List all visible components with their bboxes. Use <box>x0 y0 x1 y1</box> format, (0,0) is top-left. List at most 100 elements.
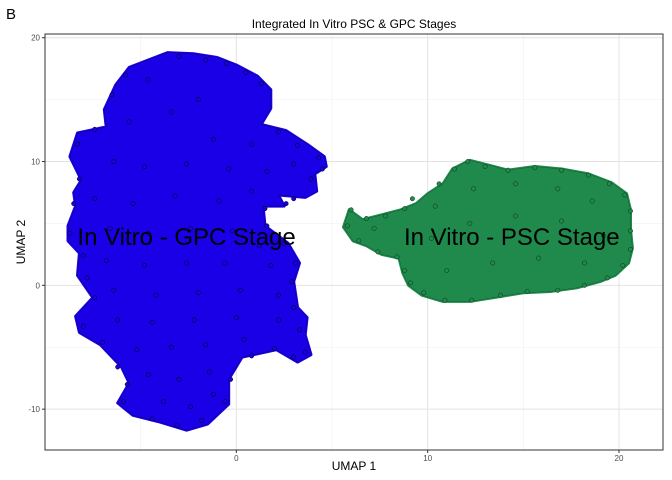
scatter-point <box>295 142 301 148</box>
scatter-point <box>111 287 117 293</box>
scatter-point <box>187 404 193 410</box>
y-tick-label: 10 <box>31 158 40 167</box>
scatter-point <box>92 126 98 132</box>
scatter-point <box>80 253 86 259</box>
scatter-point <box>402 206 408 212</box>
scatter-point <box>490 260 496 266</box>
scatter-point <box>628 228 633 234</box>
scatter-point <box>216 198 222 204</box>
scatter-point <box>348 207 354 213</box>
scatter-point <box>149 320 155 325</box>
scatter-point <box>264 223 270 229</box>
scatter-point <box>375 249 381 255</box>
scatter-point <box>291 196 297 202</box>
scatter-point <box>532 165 538 171</box>
scatter-point <box>467 220 473 226</box>
scatter-point <box>195 97 201 103</box>
scatter-point <box>226 166 232 172</box>
scatter-point <box>184 260 190 266</box>
scatter-point <box>145 372 151 377</box>
scatter-point <box>230 228 235 234</box>
scatter-point <box>513 181 519 187</box>
scatter-point <box>207 369 212 375</box>
scatter-point <box>281 240 287 246</box>
scatter-point <box>71 201 77 207</box>
scatter-point <box>444 268 450 273</box>
scatter-point <box>465 159 471 164</box>
cluster-labels: In Vitro - GPC Stage In Vitro - PSC Stage <box>77 224 619 251</box>
scatter-point <box>67 230 73 236</box>
x-axis-label: UMAP 1 <box>332 459 377 473</box>
scatter-point <box>249 353 255 359</box>
scatter-point <box>256 243 262 249</box>
scatter-point <box>536 255 542 261</box>
scatter-point <box>505 167 511 173</box>
scatter-point <box>429 235 434 241</box>
scatter-point <box>289 279 295 285</box>
scatter-point <box>409 196 415 202</box>
scatter-point <box>134 347 140 353</box>
scatter-point <box>174 422 180 428</box>
scatter-point <box>84 275 90 281</box>
scatter-point <box>394 254 400 260</box>
scatter-point <box>203 57 209 63</box>
scatter-point <box>436 181 442 187</box>
scatter-point <box>145 77 151 83</box>
scatter-point <box>120 399 126 405</box>
scatter-point <box>228 376 234 382</box>
scatter-point <box>513 213 519 219</box>
scatter-point <box>316 155 322 161</box>
scatter-point <box>130 201 136 207</box>
scatter-point <box>122 72 128 78</box>
scatter-point <box>195 290 201 296</box>
chart-title: Integrated In Vitro PSC & GPC Stages <box>252 17 457 31</box>
scatter-point <box>75 141 80 147</box>
scatter-point <box>308 176 314 182</box>
scatter-point <box>142 263 147 268</box>
scatter-point <box>262 206 268 212</box>
scatter-point <box>258 81 264 86</box>
scatter-point <box>497 292 503 298</box>
scatter-point <box>145 230 151 236</box>
scatter-point <box>589 198 595 204</box>
scatter-point <box>187 225 193 231</box>
scatter-point <box>76 176 82 182</box>
scatter-point <box>124 381 130 387</box>
scatter-point <box>559 167 565 173</box>
y-tick-label: 0 <box>36 281 41 290</box>
scatter-point <box>302 349 308 355</box>
scatter-point <box>149 416 155 422</box>
scatter-point <box>203 342 209 348</box>
x-tick-label: 20 <box>615 454 624 463</box>
cluster-label: In Vitro - GPC Stage <box>77 224 295 251</box>
scatter-point <box>92 196 98 202</box>
scatter-point <box>582 282 588 288</box>
scatter-point <box>275 317 281 323</box>
scatter-point <box>451 166 457 172</box>
scatter-point <box>555 186 561 192</box>
scatter-point <box>363 216 369 221</box>
axis-ticks: 0 10 20 -10 0 10 20 <box>28 34 624 463</box>
scatter-point <box>264 168 270 174</box>
scatter-point <box>237 287 243 293</box>
scatter-point <box>524 289 530 294</box>
data-layer <box>66 51 634 432</box>
scatter-point <box>191 317 197 323</box>
y-tick-label: -10 <box>28 405 40 414</box>
scatter-point <box>275 129 281 135</box>
scatter-point <box>283 201 289 207</box>
scatter-point <box>291 354 297 360</box>
scatter-point <box>109 92 115 98</box>
scatter-point <box>291 305 297 311</box>
scatter-point <box>224 61 230 67</box>
scatter-point <box>172 193 178 199</box>
scatter-point <box>582 260 588 266</box>
scatter-point <box>344 223 350 229</box>
scatter-point <box>115 317 121 323</box>
scatter-point <box>99 339 105 345</box>
scatter-point <box>421 290 427 296</box>
plot-border <box>44 33 664 451</box>
scatter-point <box>559 218 565 224</box>
scatter-point <box>383 213 389 219</box>
